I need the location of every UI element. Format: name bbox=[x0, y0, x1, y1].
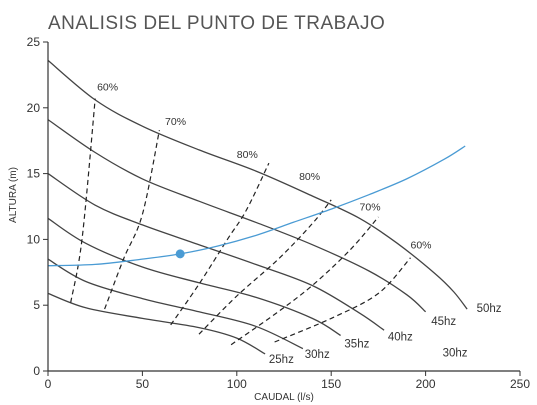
frequency-label-4: 40hz bbox=[388, 332, 413, 344]
plot-area: 60% 70% 80% 80% 70% 60% 25hz 30hz 35hz 40hz 45hz 50… bbox=[47, 59, 502, 366]
frequency-label-3: 35hz bbox=[344, 338, 369, 350]
y-tick-label: 25 bbox=[27, 35, 41, 49]
chart-title: ANALISIS DEL PUNTO DE TRABAJO bbox=[48, 13, 385, 34]
efficiency-curve-2 bbox=[104, 130, 160, 310]
y-tick-label: 5 bbox=[33, 298, 40, 312]
pump-curve-35hz bbox=[47, 217, 341, 337]
frequency-label-5: 45hz bbox=[431, 316, 456, 328]
efficiency-curve-3 bbox=[170, 162, 270, 326]
frequency-label-2: 30hz bbox=[305, 349, 330, 361]
y-tick-label: 20 bbox=[27, 101, 41, 115]
x-tick-label: 200 bbox=[416, 377, 436, 391]
pump-curve-45hz bbox=[47, 119, 427, 313]
system-curve bbox=[47, 145, 466, 267]
efficiency-label-3: 80% bbox=[237, 149, 258, 161]
x-tick-label: 100 bbox=[227, 377, 247, 391]
x-tick-label: 150 bbox=[321, 377, 341, 391]
efficiency-label-6: 60% bbox=[410, 240, 431, 252]
y-axis-ticks: 0 5 10 15 20 25 bbox=[27, 35, 48, 378]
y-tick-label: 15 bbox=[27, 167, 41, 181]
pump-curve-50hz bbox=[47, 59, 468, 310]
efficiency-curve-6 bbox=[274, 257, 411, 343]
y-axis-label: ALTURA (m) bbox=[8, 167, 19, 223]
x-tick-label: 50 bbox=[136, 377, 150, 391]
efficiency-curve-4 bbox=[198, 199, 332, 335]
pump-curve-40hz bbox=[47, 173, 385, 331]
y-tick-label: 10 bbox=[27, 232, 41, 246]
frequency-label-1: 25hz bbox=[269, 354, 294, 366]
efficiency-label-1: 60% bbox=[97, 82, 118, 94]
operating-point bbox=[175, 249, 185, 259]
pump-curve-30hz bbox=[47, 258, 304, 350]
efficiency-label-2: 70% bbox=[165, 116, 186, 128]
y-tick-label: 0 bbox=[33, 364, 40, 378]
efficiency-curve-1 bbox=[70, 98, 96, 303]
efficiency-label-5: 70% bbox=[360, 201, 381, 213]
x-tick-label: 0 bbox=[45, 377, 52, 391]
efficiency-curve-5 bbox=[230, 216, 379, 346]
x-axis-ticks: 0 50 100 150 200 250 bbox=[45, 371, 530, 391]
x-axis-label: CAUDAL (l/s) bbox=[254, 392, 314, 403]
frequency-label-6: 50hz bbox=[477, 303, 502, 315]
x-tick-label: 250 bbox=[510, 377, 530, 391]
frequency-label-7: 30hz bbox=[443, 348, 468, 360]
efficiency-label-4: 80% bbox=[299, 171, 320, 183]
